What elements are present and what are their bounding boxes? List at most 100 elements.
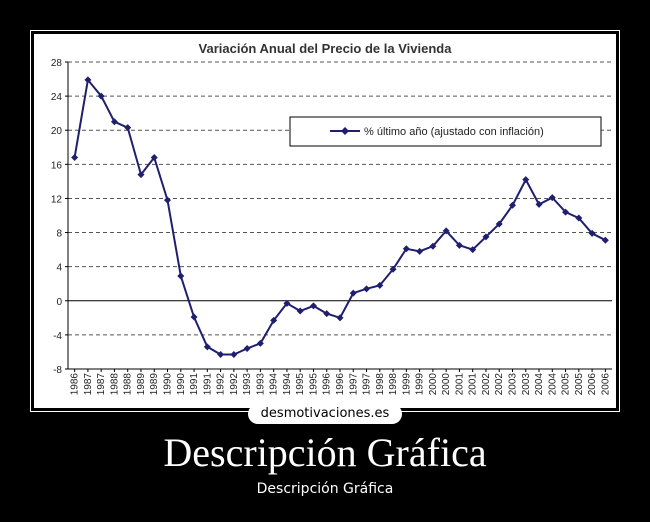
y-tick-label: -4 xyxy=(53,331,62,342)
y-tick-label: -8 xyxy=(53,365,62,376)
data-point xyxy=(363,285,371,293)
x-tick-label: 2006 xyxy=(587,373,598,396)
data-point xyxy=(535,200,543,208)
data-point xyxy=(389,265,397,273)
y-tick-label: 16 xyxy=(51,160,63,171)
poster-frame: Variación Anual del Precio de la Viviend… xyxy=(30,30,620,412)
data-point xyxy=(110,118,118,126)
x-tick-label: 1987 xyxy=(96,373,107,396)
x-tick-label: 1992 xyxy=(216,373,227,396)
y-tick-label: 12 xyxy=(51,194,63,205)
data-point xyxy=(150,154,158,162)
x-tick-label: 1993 xyxy=(255,373,266,396)
y-axis: 28 24 20 16 12 8 4 0 -4 -8 xyxy=(51,58,69,376)
x-tick-label: 1994 xyxy=(282,373,293,396)
data-point xyxy=(124,124,132,132)
data-point xyxy=(296,307,304,315)
x-tick-label: 1995 xyxy=(308,373,319,396)
data-point xyxy=(243,345,251,353)
data-point xyxy=(455,241,463,249)
x-tick-label: 1986 xyxy=(70,373,81,396)
x-tick-label: 1990 xyxy=(176,373,187,396)
x-tick-label: 1990 xyxy=(163,373,174,396)
x-tick-label: 2001 xyxy=(454,373,465,396)
data-point xyxy=(283,299,291,307)
data-point xyxy=(309,302,317,310)
legend-marker-swatch xyxy=(341,127,349,135)
data-point xyxy=(217,351,225,359)
data-point xyxy=(416,247,424,255)
x-tick-label: 1996 xyxy=(335,373,346,396)
y-tick-label: 0 xyxy=(56,297,62,308)
x-tick-label: 1988 xyxy=(109,373,120,396)
data-point xyxy=(203,343,211,351)
x-axis: 1986 1987 1987 1988 1988 1989 1989 1990 1990 1991… xyxy=(68,368,612,396)
data-point xyxy=(376,281,384,289)
legend-label: % último año (ajustado con inflación) xyxy=(364,126,544,138)
data-point xyxy=(601,236,609,244)
x-tick-label: 2005 xyxy=(574,373,585,396)
x-tick-label: 1988 xyxy=(123,373,134,396)
data-point xyxy=(588,229,596,237)
data-point xyxy=(270,316,278,324)
x-tick-label: 2002 xyxy=(494,373,505,396)
legend: % último año (ajustado con inflación) xyxy=(289,116,602,147)
data-point xyxy=(97,92,105,100)
data-point xyxy=(575,214,583,222)
x-tick-label: 2000 xyxy=(428,373,439,396)
x-tick-label: 1998 xyxy=(388,373,399,396)
data-point xyxy=(190,313,198,321)
data-point xyxy=(256,339,264,347)
data-point xyxy=(548,194,556,202)
legend-box xyxy=(289,116,602,147)
data-point xyxy=(495,220,503,228)
x-tick-label: 2004 xyxy=(547,373,558,396)
data-point xyxy=(522,176,530,184)
data-point xyxy=(402,245,410,253)
chart-area: Variación Anual del Precio de la Viviend… xyxy=(34,34,616,408)
x-tick-label: 2000 xyxy=(441,373,452,396)
data-point xyxy=(349,289,357,297)
x-tick-label: 1989 xyxy=(149,373,160,396)
data-point xyxy=(336,314,344,322)
x-tick-label: 1987 xyxy=(83,373,94,396)
x-tick-label: 2002 xyxy=(481,373,492,396)
x-tick-label: 2003 xyxy=(521,373,532,396)
data-point xyxy=(164,196,172,204)
data-point xyxy=(177,272,185,280)
data-point xyxy=(482,233,490,241)
x-tick-label: 1999 xyxy=(401,373,412,396)
x-tick-label: 2001 xyxy=(468,373,479,396)
data-point xyxy=(84,76,92,84)
x-tick-label: 1997 xyxy=(362,373,373,396)
poster-title: Descripción Gráfica xyxy=(163,430,487,475)
watermark-logo: desmotivaciones.es xyxy=(248,404,402,424)
data-point xyxy=(137,171,145,179)
chart-title: Variación Anual del Precio de la Viviend… xyxy=(199,41,453,56)
y-tick-label: 20 xyxy=(51,126,63,137)
x-tick-label: 1993 xyxy=(242,373,253,396)
x-tick-label: 1994 xyxy=(269,373,280,396)
x-tick-label: 1992 xyxy=(229,373,240,396)
x-tick-label: 1989 xyxy=(136,373,147,396)
data-point xyxy=(230,351,238,359)
series-lines xyxy=(71,76,609,359)
x-tick-label: 1995 xyxy=(295,373,306,396)
x-tick-label: 2005 xyxy=(561,373,572,396)
y-tick-label: 28 xyxy=(51,58,63,69)
data-point xyxy=(323,310,331,318)
y-tick-label: 8 xyxy=(56,229,62,240)
x-tick-label: 2006 xyxy=(600,373,611,396)
data-point xyxy=(71,154,79,162)
line-chart: Variación Anual del Precio de la Viviend… xyxy=(51,41,612,396)
data-point xyxy=(429,242,437,250)
x-tick-label: 1996 xyxy=(322,373,333,396)
x-tick-label: 1991 xyxy=(202,373,213,396)
x-tick-label: 1998 xyxy=(375,373,386,396)
x-tick-label: 2003 xyxy=(507,373,518,396)
y-tick-label: 4 xyxy=(56,263,62,274)
data-point xyxy=(562,208,570,216)
gridlines xyxy=(68,61,612,370)
data-point xyxy=(508,201,516,209)
y-tick-label: 24 xyxy=(51,92,63,103)
